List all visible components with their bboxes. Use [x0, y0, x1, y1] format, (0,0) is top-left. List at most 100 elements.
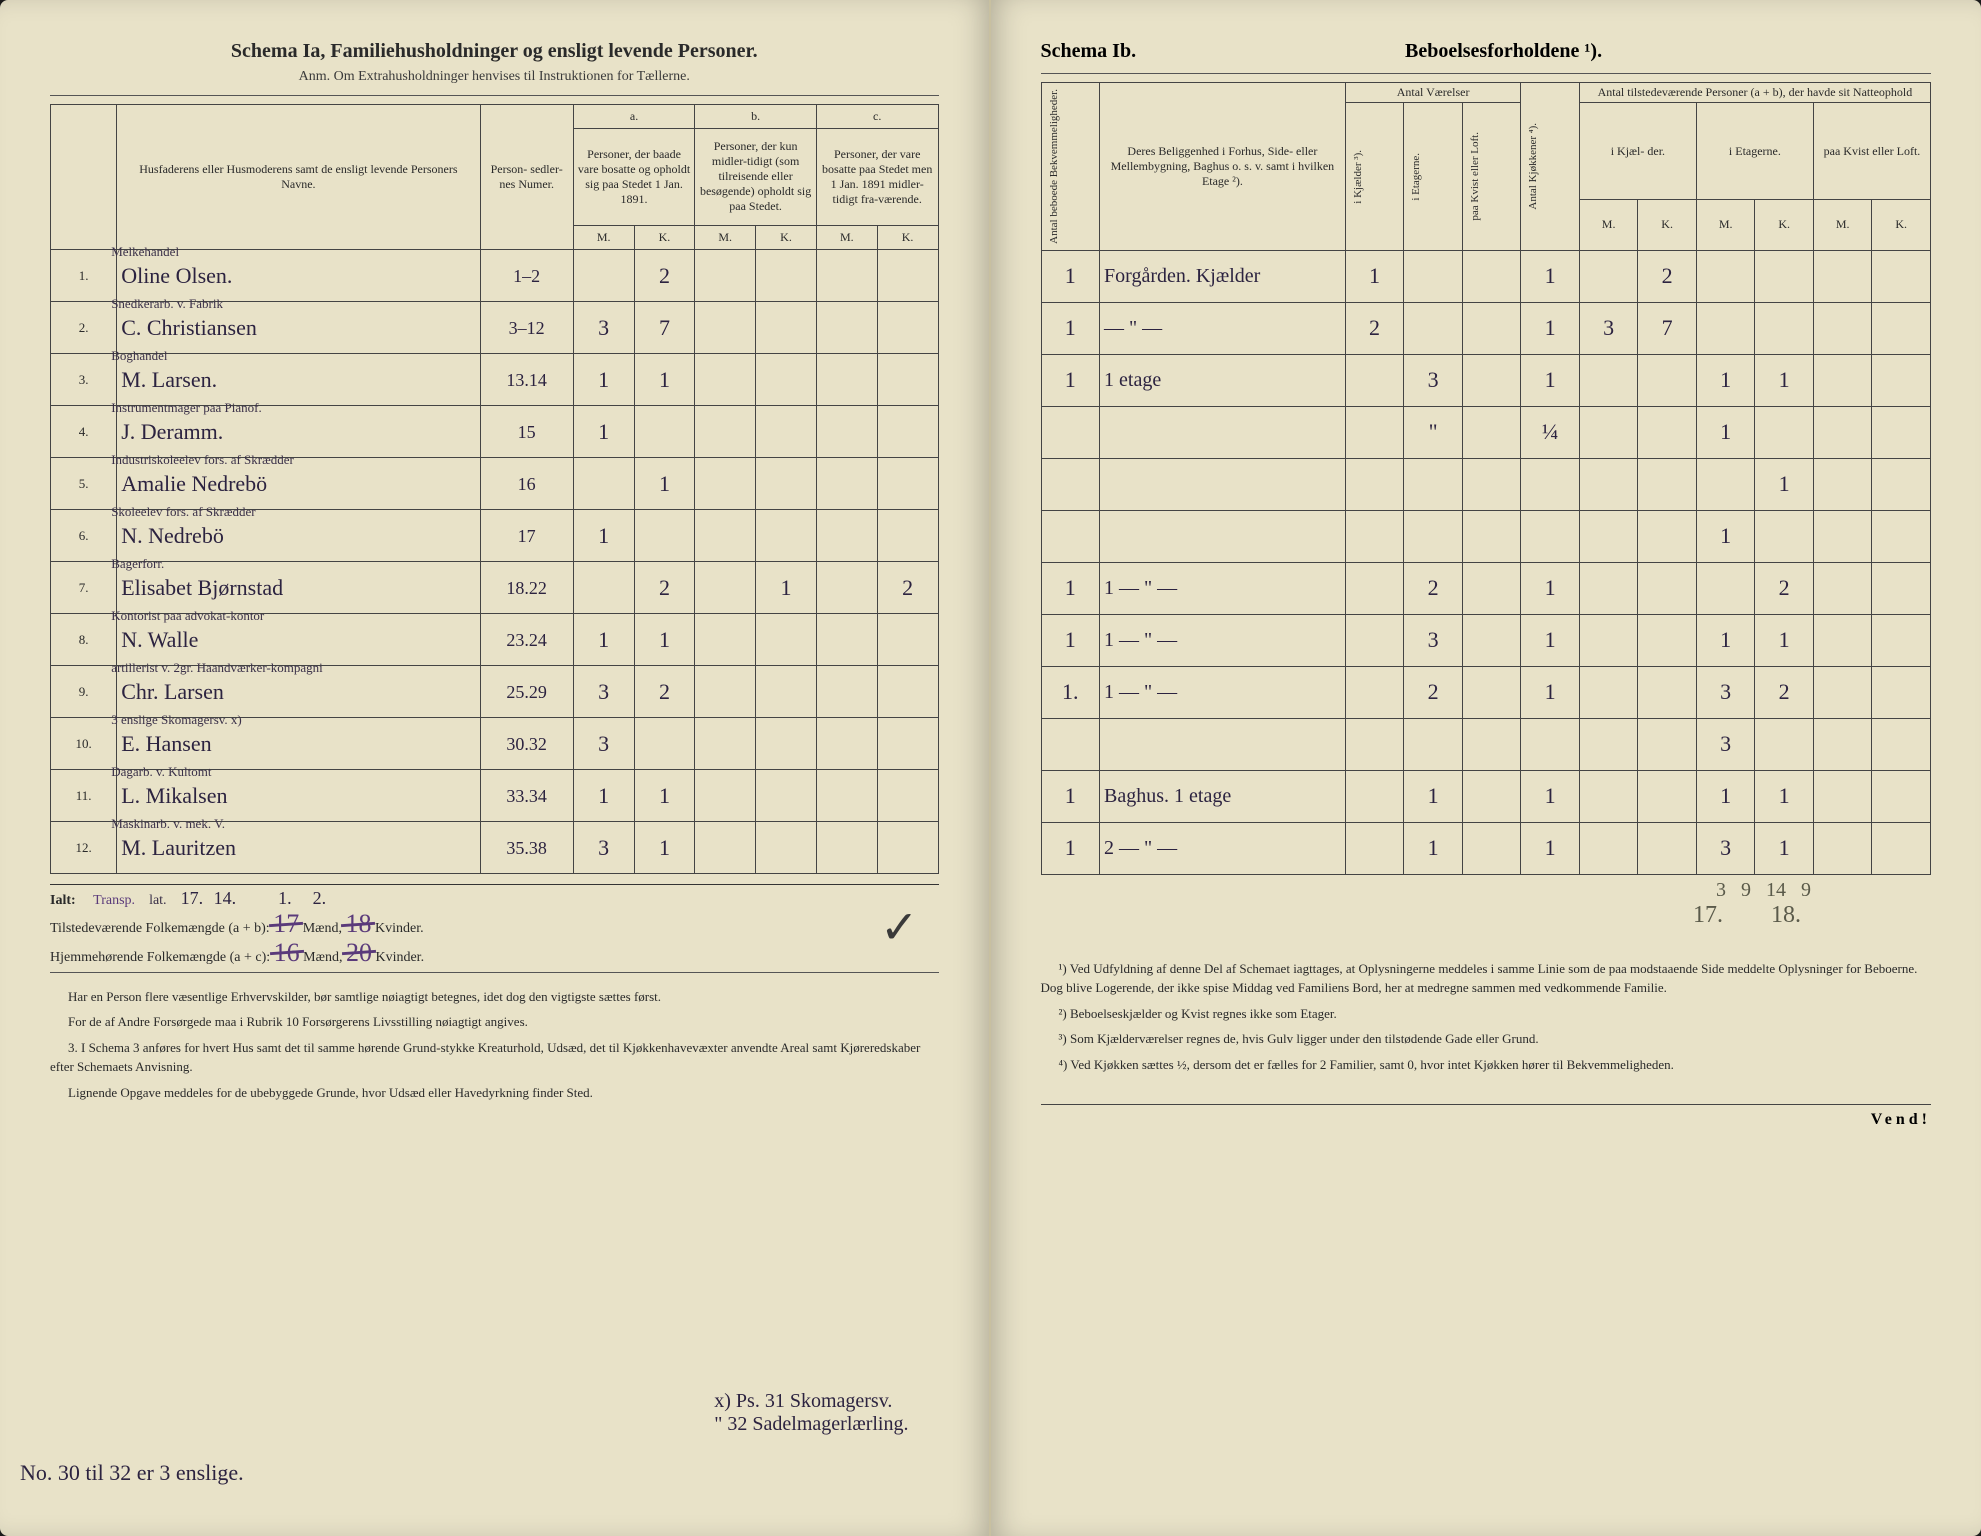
maend-label: Mænd, [303, 921, 342, 936]
note-p3: 3. I Schema 3 anføres for hvert Hus samt… [50, 1038, 939, 1077]
person-sedler: 25.29 [480, 666, 573, 718]
kjokken: 1 [1521, 822, 1580, 874]
location: Forgården. Kjælder [1100, 250, 1346, 302]
et-m: 3 [1696, 666, 1755, 718]
et-m [1696, 250, 1755, 302]
location: — " — [1100, 302, 1346, 354]
col-c-text: Personer, der vare bosatte paa Stedet me… [816, 129, 938, 226]
v-kj [1345, 458, 1404, 510]
et-k [1755, 406, 1814, 458]
natte-head: Antal tilstedeværende Personer (a + b), … [1579, 83, 1930, 103]
v-kj [1345, 718, 1404, 770]
schema-title: Schema Ia, Familiehusholdninger og ensli… [50, 40, 939, 63]
names-head: Husfaderens eller Husmoderens samt de en… [117, 105, 480, 250]
row-num: 7. [51, 562, 117, 614]
a-k: 1 [634, 354, 695, 406]
ialt-am: 17. [181, 888, 204, 908]
table-row: 11 etage3111 [1041, 354, 1931, 406]
row-number-head [51, 105, 117, 250]
table-row: 1Forgården. Kjælder112 [1041, 250, 1931, 302]
person-name: Chr. Larsen [121, 681, 475, 703]
kj-m [1579, 666, 1638, 718]
v-et: 3 [1404, 354, 1463, 406]
et-k [1755, 302, 1814, 354]
b-k [756, 666, 817, 718]
c-m [816, 302, 877, 354]
antal-bebo: 1 [1041, 822, 1100, 874]
kjokken: 1 [1521, 614, 1580, 666]
right-grand: 17. 18. [1041, 902, 1932, 929]
margin-x1: x) Ps. 31 Skomagersv. [714, 1390, 908, 1413]
ialt-lat: lat. [149, 893, 167, 908]
fn1: ¹) Ved Udfyldning af denne Del af Schema… [1041, 959, 1932, 998]
location: Baghus. 1 etage [1100, 770, 1346, 822]
b-m [695, 718, 756, 770]
antal-bebo-head: Antal beboede Bekvemmeligheder. [1046, 85, 1064, 248]
antal-bebo [1041, 510, 1100, 562]
ialt-bk: 1. [278, 888, 292, 908]
kv-k [1872, 666, 1931, 718]
c-k [877, 718, 938, 770]
table-row: 12 — " —1131 [1041, 822, 1931, 874]
sum-etk: 9 [1801, 879, 1811, 901]
person-name: E. Hansen [121, 733, 475, 755]
a-k: 7 [634, 302, 695, 354]
margin-x: x) Ps. 31 Skomagersv. " 32 Sadelmagerlær… [714, 1390, 908, 1436]
b-m [695, 666, 756, 718]
row-num: 2. [51, 302, 117, 354]
table-row: 11 — " —212 [1041, 562, 1931, 614]
v-kj [1345, 562, 1404, 614]
kv-k [1872, 770, 1931, 822]
kj-m [1579, 250, 1638, 302]
mk-cm: M. [816, 225, 877, 249]
b-k [756, 458, 817, 510]
ialt-line: Ialt: Transp. lat. 17. 14. 1. 2. [50, 884, 939, 911]
et-m: 1 [1696, 354, 1755, 406]
et-m [1696, 562, 1755, 614]
kj-k [1638, 510, 1697, 562]
table-row: 3 [1041, 718, 1931, 770]
kjokken: 1 [1521, 250, 1580, 302]
divider-r [1041, 73, 1932, 74]
table-row: 4.Instrumentmager paa Pianof.J. Deramm.1… [51, 406, 939, 458]
ialt-ak: 14. [214, 888, 237, 908]
table-row: 7.Bagerforr.Elisabet Bjørnstad18.22212 [51, 562, 939, 614]
vaerelser-head: Antal Værelser [1345, 83, 1521, 103]
kjokken-head: Antal Kjøkkener ⁴). [1525, 119, 1543, 214]
occupation: Melkehandel [111, 244, 179, 260]
kjokken: 1 [1521, 770, 1580, 822]
v-kv [1462, 510, 1521, 562]
v-kv [1462, 562, 1521, 614]
mk-ak: K. [634, 225, 695, 249]
v-kv [1462, 458, 1521, 510]
occupation: Instrumentmager paa Pianof. [111, 400, 262, 416]
et-k: 1 [1755, 614, 1814, 666]
a-k [634, 510, 695, 562]
v-kj: 2 [1345, 302, 1404, 354]
kj-k [1638, 822, 1697, 874]
et-k: 1 [1755, 822, 1814, 874]
hjemme-label: Hjemmehørende Folkemængde (a + c): [50, 950, 270, 965]
location: 1 — " — [1100, 562, 1346, 614]
a-k: 2 [634, 562, 695, 614]
beligg-head: Deres Beliggenhed i Forhus, Side- eller … [1100, 83, 1346, 251]
v-kj [1345, 770, 1404, 822]
c-m [816, 250, 877, 302]
et-m: 1 [1696, 614, 1755, 666]
v-kv [1462, 614, 1521, 666]
table-row: 6.Skoleelev fors. af SkrædderN. Nedrebö1… [51, 510, 939, 562]
b-m [695, 354, 756, 406]
kj-k: 7 [1638, 302, 1697, 354]
person-sedler: 1–2 [480, 250, 573, 302]
grand-et: 18. [1771, 902, 1801, 928]
antal-bebo: 1 [1041, 302, 1100, 354]
tilstede-line: Tilstedeværende Folkemængde (a + b): 17 … [50, 911, 939, 939]
mk-am: M. [573, 225, 634, 249]
person-name: L. Mikalsen [121, 785, 475, 807]
table-row: 12.Maskinarb. v. mek. V.M. Lauritzen35.3… [51, 822, 939, 874]
person-name: M. Lauritzen [121, 837, 475, 859]
v-et [1404, 458, 1463, 510]
kj-m [1579, 822, 1638, 874]
kv-m [1813, 770, 1872, 822]
col-a-label: a. [573, 105, 695, 129]
